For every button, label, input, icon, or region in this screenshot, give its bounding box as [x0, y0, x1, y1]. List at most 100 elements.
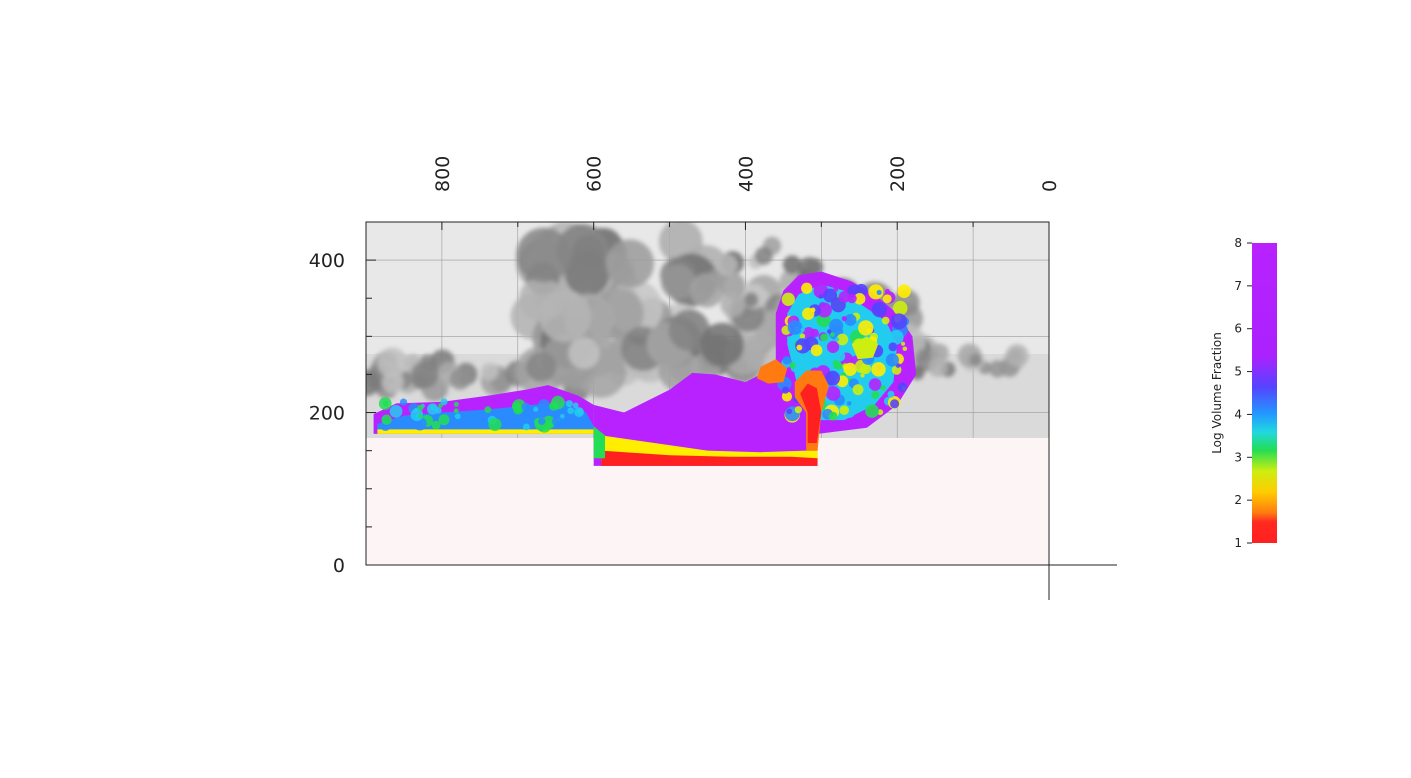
- colorbar-tick-label: 5: [1234, 365, 1242, 379]
- plume-blob: [381, 371, 404, 394]
- y-axis-ticks: 0 200 400: [309, 221, 376, 577]
- slice-eddy: [816, 302, 832, 318]
- plume-blob: [377, 347, 408, 378]
- slice-eddy: [513, 404, 524, 415]
- plume-blob: [1005, 344, 1029, 368]
- slice-core-yellow: [851, 336, 879, 360]
- slice-core-swirl: [756, 359, 788, 384]
- y-tick-label: 0: [333, 555, 345, 577]
- slice-eddy: [551, 395, 565, 410]
- slice-eddy: [438, 414, 450, 426]
- slice-eddy: [825, 370, 841, 386]
- plume-blob: [660, 264, 696, 300]
- plume-blob: [411, 361, 439, 389]
- slice-eddy: [852, 384, 864, 396]
- slice-eddy: [787, 320, 803, 335]
- slice-eddy: [860, 373, 865, 378]
- slice-eddy: [836, 333, 849, 346]
- slice-eddy: [838, 291, 851, 303]
- slice-eddy: [870, 390, 880, 400]
- slice-eddy: [789, 362, 796, 369]
- slice-eddy: [521, 416, 530, 425]
- slice-eddy: [891, 313, 908, 330]
- slice-eddy: [868, 378, 882, 391]
- slice-eddy: [846, 401, 852, 406]
- slice-eddy: [533, 406, 539, 412]
- slice-eddy: [835, 337, 840, 342]
- slice-eddy: [514, 418, 525, 428]
- slice-eddy: [890, 399, 900, 409]
- slice-depression: [593, 336, 818, 466]
- plume-blob: [449, 368, 471, 390]
- slice-eddy: [382, 400, 389, 407]
- slice-eddy: [828, 411, 838, 421]
- slice-eddy: [842, 406, 847, 412]
- slice-eddy: [826, 329, 832, 334]
- slice-eddy: [823, 288, 838, 303]
- colorbar-gradient: [1252, 243, 1277, 543]
- slice-eddy: [522, 423, 530, 431]
- slice-eddy: [829, 318, 844, 333]
- colorbar-tick-label: 4: [1234, 407, 1242, 421]
- slice-eddy: [843, 362, 857, 377]
- slice-eddy: [430, 404, 436, 411]
- slice-eddy: [885, 353, 899, 367]
- colorbar-tick-label: 7: [1234, 279, 1242, 293]
- plume-blob: [516, 227, 572, 283]
- slice-eddy: [884, 288, 890, 295]
- x-tick-label: 600: [584, 156, 606, 192]
- slice-current-left-yellow: [377, 429, 594, 434]
- plume-blob: [716, 254, 738, 276]
- plume-blob: [930, 343, 949, 363]
- slice-eddy: [800, 327, 805, 332]
- slice-eddy: [889, 330, 904, 345]
- plume-blob: [366, 369, 380, 397]
- slice-eddy: [818, 294, 823, 299]
- slice-eddy: [830, 332, 835, 337]
- slice-eddy: [413, 407, 419, 413]
- slice-eddy: [381, 414, 392, 425]
- slice-depression-green: [593, 426, 606, 459]
- slice-eddy: [782, 355, 792, 365]
- plume-blob: [720, 292, 746, 317]
- slice-eddy: [574, 407, 584, 418]
- colorbar: 1 2 3 4 5 6 7 8 Log Volume Fraction: [1210, 236, 1277, 550]
- colorbar-tick-label: 2: [1234, 493, 1242, 507]
- slice-core-red: [800, 383, 822, 444]
- slice-eddy: [786, 408, 793, 415]
- slice-eddy: [901, 341, 906, 346]
- plume-blob: [539, 290, 592, 343]
- slice-eddy: [868, 284, 884, 300]
- slice-eddy: [858, 320, 874, 336]
- slice-eddy: [399, 398, 408, 406]
- colorbar-tick-label: 1: [1234, 536, 1242, 550]
- slice-eddy: [833, 287, 839, 292]
- slice-eddy: [888, 342, 898, 352]
- colorbar-tick-label: 3: [1234, 450, 1242, 464]
- colorbar-tick-label: 8: [1234, 236, 1242, 250]
- slice-depression-red: [601, 450, 818, 466]
- colorbar-label: Log Volume Fraction: [1210, 332, 1224, 454]
- slice-eddy: [417, 404, 424, 411]
- slice-eddy: [881, 316, 890, 325]
- slice-eddy: [880, 385, 886, 391]
- plume-blob: [782, 255, 802, 274]
- slice-eddy: [488, 418, 502, 432]
- plume-blob: [480, 362, 499, 381]
- plume-blob: [700, 322, 744, 367]
- plume-blob: [719, 272, 746, 299]
- slice-eddy: [565, 400, 573, 408]
- slice-eddy: [796, 344, 803, 351]
- slice-eddy: [865, 404, 879, 418]
- slice-eddy: [781, 391, 793, 402]
- slice-eddy: [810, 328, 819, 338]
- plume-blob: [668, 309, 711, 351]
- slice-eddy: [876, 289, 882, 296]
- volume-fraction-slice: [373, 271, 917, 466]
- plume-blob: [568, 337, 600, 369]
- slice-eddy: [841, 315, 847, 322]
- slice-eddy: [538, 417, 546, 426]
- slice-eddy: [418, 413, 423, 419]
- slice-eddy: [434, 407, 442, 414]
